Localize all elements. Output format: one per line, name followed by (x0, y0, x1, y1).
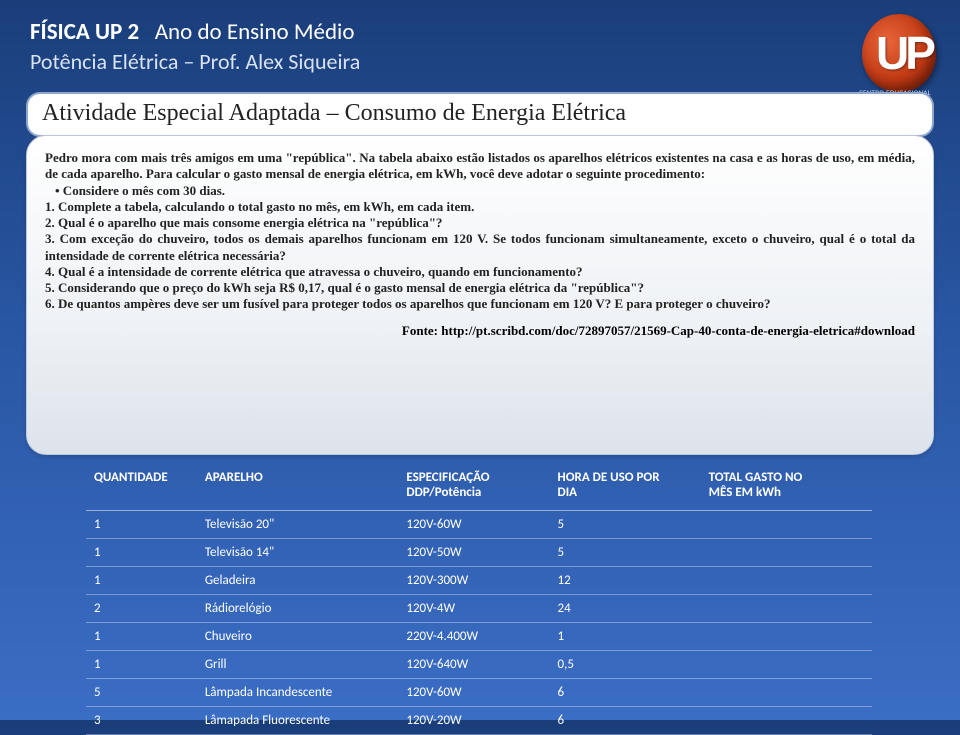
activity-title-box: Atividade Especial Adaptada – Consumo de… (26, 92, 934, 137)
cell-app: Lâmapada Fluorescente (197, 707, 399, 735)
cell-tot (701, 595, 872, 623)
cell-tot (701, 511, 872, 539)
cell-qty: 2 (86, 595, 197, 623)
col-header-spec: ESPECIFICAÇÃO DDP/Potência (398, 464, 549, 511)
logo-shield: UP (862, 14, 936, 92)
cell-hrs: 6 (550, 707, 701, 735)
activity-title: Atividade Especial Adaptada – Consumo de… (42, 100, 626, 126)
cell-hrs: 0,5 (550, 651, 701, 679)
table-row: 1 Chuveiro 220V-4.400W 1 (86, 623, 872, 651)
logo: UP CENTRO EDUCACIONAL (862, 14, 936, 92)
cell-tot (701, 623, 872, 651)
table-row: 1 Televisão 14" 120V-50W 5 (86, 539, 872, 567)
cell-app: Geladeira (197, 567, 399, 595)
cell-spec: 120V-60W (398, 511, 549, 539)
table-row: 2 Rádiorelógio 120V-4W 24 (86, 595, 872, 623)
content-card: Pedro mora com mais três amigos em uma "… (26, 135, 934, 455)
appliance-table: QUANTIDADE APARELHO ESPECIFICAÇÃO DDP/Po… (86, 464, 872, 735)
col-header-total: TOTAL GASTO NO MÊS EM kWh (701, 464, 872, 511)
page-header: FÍSICA UP 2 Ano do Ensino Médio Potência… (30, 18, 360, 75)
bullet-text: • Considere o mês com 30 dias. (45, 183, 915, 199)
cell-spec: 120V-50W (398, 539, 549, 567)
cell-tot (701, 679, 872, 707)
col-header-hours: HORA DE USO POR DIA (550, 464, 701, 511)
cell-app: Lâmpada Incandescente (197, 679, 399, 707)
source-text: Fonte: http://pt.scribd.com/doc/72897057… (45, 323, 915, 339)
cell-qty: 1 (86, 539, 197, 567)
cell-hrs: 24 (550, 595, 701, 623)
cell-qty: 1 (86, 623, 197, 651)
cell-hrs: 1 (550, 623, 701, 651)
cell-spec: 120V-640W (398, 651, 549, 679)
question-6: 6. De quantos ampères deve ser um fusíve… (45, 296, 915, 312)
cell-app: Rádiorelógio (197, 595, 399, 623)
cell-spec: 120V-300W (398, 567, 549, 595)
col-header-quantity: QUANTIDADE (86, 464, 197, 511)
cell-qty: 5 (86, 679, 197, 707)
cell-app: Televisão 14" (197, 539, 399, 567)
cell-spec: 120V-20W (398, 707, 549, 735)
cell-app: Televisão 20" (197, 511, 399, 539)
header-title-rest: Ano do Ensino Médio (144, 18, 354, 46)
cell-tot (701, 707, 872, 735)
cell-app: Grill (197, 651, 399, 679)
cell-qty: 3 (86, 707, 197, 735)
question-1: 1. Complete a tabela, calculando o total… (45, 199, 915, 215)
cell-hrs: 5 (550, 511, 701, 539)
table-body: 1 Televisão 20" 120V-60W 5 1 Televisão 1… (86, 511, 872, 735)
question-4: 4. Qual é a intensidade de corrente elét… (45, 264, 915, 280)
cell-app: Chuveiro (197, 623, 399, 651)
cell-hrs: 6 (550, 679, 701, 707)
cell-hrs: 5 (550, 539, 701, 567)
col-header-appliance: APARELHO (197, 464, 399, 511)
table-row: 5 Lâmpada Incandescente 120V-60W 6 (86, 679, 872, 707)
table-header-row: QUANTIDADE APARELHO ESPECIFICAÇÃO DDP/Po… (86, 464, 872, 511)
table-row: 1 Grill 120V-640W 0,5 (86, 651, 872, 679)
cell-hrs: 12 (550, 567, 701, 595)
cell-qty: 1 (86, 567, 197, 595)
logo-text: UP (876, 26, 932, 80)
cell-tot (701, 651, 872, 679)
intro-text: Pedro mora com mais três amigos em uma "… (45, 150, 915, 183)
cell-qty: 1 (86, 651, 197, 679)
header-subtitle: Potência Elétrica – Prof. Alex Siqueira (30, 48, 360, 75)
cell-spec: 120V-4W (398, 595, 549, 623)
table-row: 1 Geladeira 120V-300W 12 (86, 567, 872, 595)
header-line-1: FÍSICA UP 2 Ano do Ensino Médio (30, 18, 360, 46)
question-2: 2. Qual é o aparelho que mais consome en… (45, 215, 915, 231)
question-3: 3. Com exceção do chuveiro, todos os dem… (45, 231, 915, 264)
cell-tot (701, 567, 872, 595)
cell-tot (701, 539, 872, 567)
cell-spec: 220V-4.400W (398, 623, 549, 651)
cell-qty: 1 (86, 511, 197, 539)
table-row: 1 Televisão 20" 120V-60W 5 (86, 511, 872, 539)
table-row: 3 Lâmapada Fluorescente 120V-20W 6 (86, 707, 872, 735)
cell-spec: 120V-60W (398, 679, 549, 707)
question-5: 5. Considerando que o preço do kWh seja … (45, 280, 915, 296)
header-title-bold: FÍSICA UP 2 (30, 18, 139, 46)
